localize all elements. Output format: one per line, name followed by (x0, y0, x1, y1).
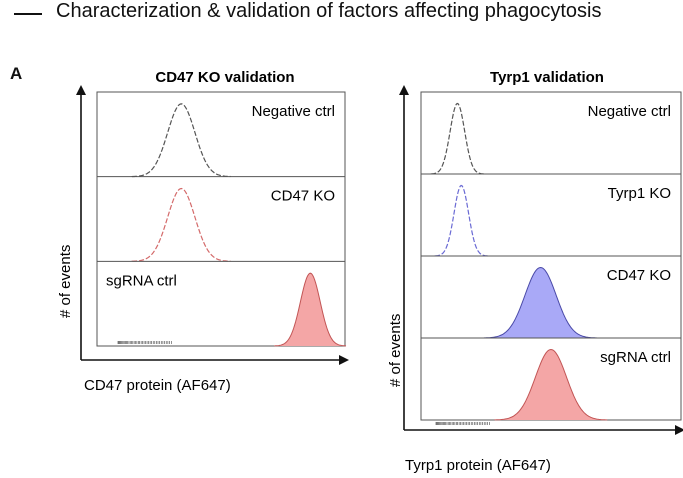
chart2-y-axis-arrow (399, 85, 409, 95)
chart1-histogram-sgrna-ctrl (274, 272, 347, 347)
chart2-x-ticks (435, 422, 490, 425)
chart1-y-axis-arrow (76, 85, 86, 95)
chart2-series-label-cd47-ko: CD47 KO (607, 267, 671, 284)
chart2-series-label-negative-ctrl: Negative ctrl (588, 103, 671, 120)
chart1-x-axis-arrow (339, 355, 349, 365)
header-rule (14, 13, 42, 15)
chart1-y-label: # of events (57, 245, 74, 318)
chart2-group: Tyrp1 validation Tyrp1 protein (AF647) # o… (387, 69, 683, 474)
chart1-series-label-sgrna-ctrl: sgRNA ctrl (106, 272, 177, 289)
chart1-histogram-cd47-ko (131, 187, 231, 262)
chart1-x-label: CD47 protein (AF647) (84, 377, 231, 394)
chart1-x-ticks (117, 341, 172, 344)
chart2-x-label: Tyrp1 protein (AF647) (405, 457, 551, 474)
chart2-histogram-negative-ctrl (430, 102, 484, 175)
chart1-series-label-negative-ctrl: Negative ctrl (252, 103, 335, 120)
chart2-title: Tyrp1 validation (490, 69, 604, 86)
chart1-plot-frame (96, 91, 346, 347)
chart2-x-axis-arrow (675, 425, 683, 435)
chart2-series-label-sgrna-ctrl: sgRNA ctrl (600, 349, 671, 366)
panel-letter: A (10, 64, 23, 83)
chart2-y-label: # of events (387, 314, 404, 387)
chart1-group: CD47 KO validation CD47 protein (AF647) # … (57, 69, 349, 394)
chart1-histogram-negative-ctrl (131, 103, 231, 178)
chart2-histogram-sgrna-ctrl (494, 348, 608, 421)
page-title: Characterization & validation of factors… (56, 0, 602, 22)
chart2-histogram-tyrp1-ko (434, 184, 488, 257)
chart2-histogram-cd47-ko (483, 266, 597, 339)
chart1-series-label-cd47-ko: CD47 KO (271, 188, 335, 205)
chart1-title: CD47 KO validation (155, 69, 294, 86)
chart2-series-label-tyrp1-ko: Tyrp1 KO (608, 185, 671, 202)
